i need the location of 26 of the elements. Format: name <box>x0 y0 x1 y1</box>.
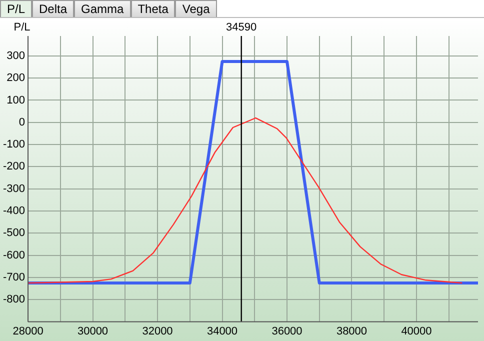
text: Delta <box>32 0 74 17</box>
x-tick-label: 38000 <box>336 325 368 338</box>
y-tick-label: 200 <box>6 72 26 84</box>
x-tick-label: 34000 <box>206 325 238 338</box>
x-tick-label: 30000 <box>77 325 108 338</box>
y-tick-label: -300 <box>2 182 26 195</box>
y-tick-label: -200 <box>2 160 26 173</box>
y-axis-title: P/L <box>14 22 30 34</box>
y-tick-label: -400 <box>2 205 26 218</box>
y-tick-label: 300 <box>6 50 26 62</box>
y-tick-label: -600 <box>2 249 26 262</box>
text: P/L <box>0 0 32 17</box>
x-tick-label: 36000 <box>272 325 302 338</box>
y-tick-label: -700 <box>2 272 26 284</box>
text: Vega <box>175 0 217 17</box>
y-tick-label: -800 <box>2 294 26 306</box>
y-tick-label: 100 <box>6 94 26 106</box>
text: Gamma <box>74 0 131 17</box>
x-tick-label: 40000 <box>401 325 432 338</box>
x-tick-label: 32000 <box>142 325 173 338</box>
y-tick-label: -500 <box>2 227 26 240</box>
y-tick-label: 0 <box>18 116 26 128</box>
text: Theta <box>130 0 176 17</box>
x-tick-label: 28000 <box>12 325 44 338</box>
y-tick-label: -100 <box>2 138 26 151</box>
ref-line-label: 34590 <box>226 22 257 34</box>
